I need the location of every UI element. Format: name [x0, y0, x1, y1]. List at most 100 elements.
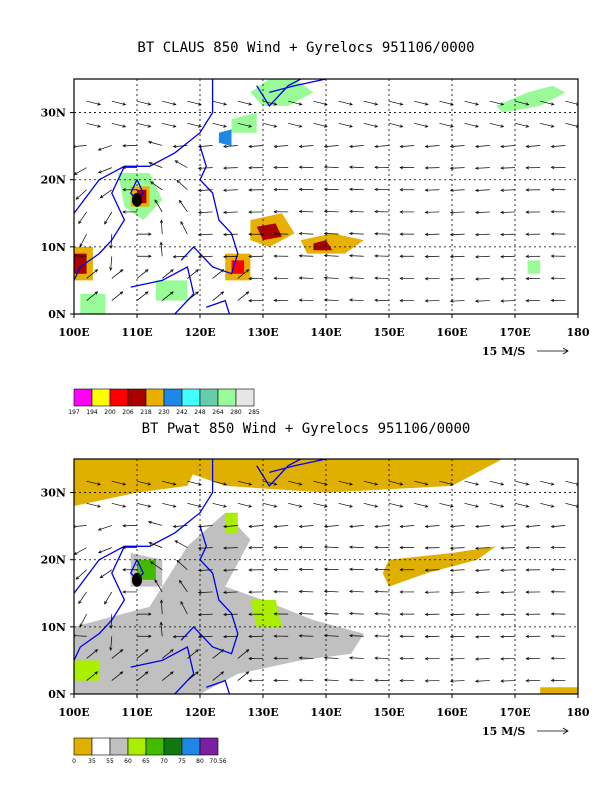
wind-vector	[274, 145, 289, 147]
colorbar-swatch	[127, 388, 147, 407]
wind-vector-head	[349, 656, 353, 660]
wind-vector-head	[374, 678, 378, 682]
colorbar-label: 194	[86, 409, 98, 416]
wind-vector	[86, 671, 98, 681]
wind-vector	[288, 100, 302, 105]
wind-vector	[154, 199, 163, 213]
wind-vector	[262, 122, 277, 128]
wind-vector	[212, 291, 224, 301]
chart-title-bottom: BT Pwat 850 Wind + Gyrelocs 951106/0000	[141, 421, 471, 437]
wind-vector-head	[399, 188, 404, 192]
wind-vector	[136, 671, 149, 681]
gyre-location-marker	[132, 192, 142, 207]
colorbar-label: 248	[194, 409, 206, 416]
wind-vector-head	[179, 579, 183, 584]
pwat-area	[540, 687, 578, 694]
wind-vector-head	[500, 188, 504, 192]
colorbar-label: 230	[158, 409, 170, 416]
wind-vector	[212, 269, 224, 279]
wind-vector	[450, 233, 465, 236]
wind-vector-head	[374, 187, 378, 192]
wind-vector	[475, 233, 490, 236]
wind-vector-head	[248, 504, 253, 508]
wind-vector-head	[172, 635, 177, 639]
wind-vector	[500, 547, 516, 549]
wind-vector	[299, 166, 314, 168]
wind-vector	[363, 122, 378, 128]
x-tick-label: 160E	[436, 706, 467, 719]
wind-vector-head	[170, 269, 174, 273]
wind-vector	[86, 649, 98, 659]
wind-vector-head	[349, 298, 353, 302]
wind-vector-head	[449, 102, 454, 106]
wind-vector	[111, 649, 123, 659]
wind-vector-head	[98, 170, 102, 174]
x-tick-label: 180	[567, 706, 590, 719]
wind-vector-head	[144, 291, 149, 295]
wind-vector-head	[374, 524, 378, 529]
wind-vector	[111, 100, 126, 105]
colorbar-label: 55	[106, 758, 114, 765]
wind-vector	[450, 255, 465, 258]
wind-vector	[161, 649, 174, 659]
wind-vector	[98, 525, 112, 531]
wind-vector	[324, 210, 339, 213]
wind-vector-head	[245, 291, 250, 295]
wind-vector	[299, 211, 314, 213]
reference-vector-head	[562, 727, 569, 735]
wind-vector-head	[424, 504, 429, 508]
wind-vector-head	[550, 482, 555, 486]
wind-vector	[324, 233, 339, 235]
wind-vector	[450, 547, 465, 549]
wind-vector	[475, 278, 490, 280]
wind-vector	[299, 657, 314, 659]
wind-vector	[324, 635, 339, 637]
wind-vector-head	[122, 568, 126, 572]
wind-vector-head	[349, 124, 353, 128]
wind-vector-head	[525, 276, 530, 281]
wind-vector	[475, 591, 490, 593]
wind-vector-head	[525, 504, 530, 508]
wind-vector	[551, 525, 566, 527]
wind-vector	[475, 167, 490, 169]
wind-vector-head	[298, 298, 303, 302]
wind-vector	[212, 100, 227, 105]
wind-vector	[98, 547, 112, 554]
wind-vector-head	[500, 102, 505, 106]
wind-vector-head	[148, 612, 152, 616]
y-tick-label: 20N	[41, 554, 66, 567]
wind-vector-head	[349, 545, 353, 549]
wind-vector-head	[97, 482, 101, 486]
wind-vector	[149, 542, 163, 548]
wind-vector-head	[248, 210, 252, 214]
wind-vector	[475, 547, 490, 549]
wind-vector	[500, 255, 516, 258]
wind-vector-head	[223, 590, 227, 594]
wind-vector-head	[475, 277, 479, 281]
wind-vector	[173, 145, 188, 147]
wind-vector-head	[245, 671, 250, 675]
wind-vector	[110, 636, 113, 651]
wind-vector-head	[500, 524, 504, 529]
wind-vector-head	[122, 546, 126, 550]
wind-vector	[198, 591, 213, 593]
wind-vector	[104, 211, 113, 225]
wind-vector-head	[220, 269, 225, 273]
wind-vector	[175, 160, 188, 168]
wind-vector-head	[197, 568, 202, 572]
wind-vector-head	[475, 210, 479, 215]
wind-vector-head	[449, 255, 454, 259]
wind-vector	[111, 671, 123, 681]
wind-vector-head	[349, 567, 353, 571]
wind-vector-head	[550, 165, 555, 170]
wind-vector-head	[245, 269, 250, 273]
chart-title-top: BT CLAUS 850 Wind + Gyrelocs 951106/0000	[137, 40, 475, 56]
wind-vector	[514, 122, 529, 128]
wind-vector	[349, 568, 364, 571]
wind-vector-head	[248, 612, 252, 616]
wind-vector	[338, 100, 353, 105]
wind-vector	[74, 145, 87, 147]
coastline	[74, 459, 214, 594]
wind-vector-head	[550, 254, 555, 258]
wind-vector	[475, 569, 490, 571]
